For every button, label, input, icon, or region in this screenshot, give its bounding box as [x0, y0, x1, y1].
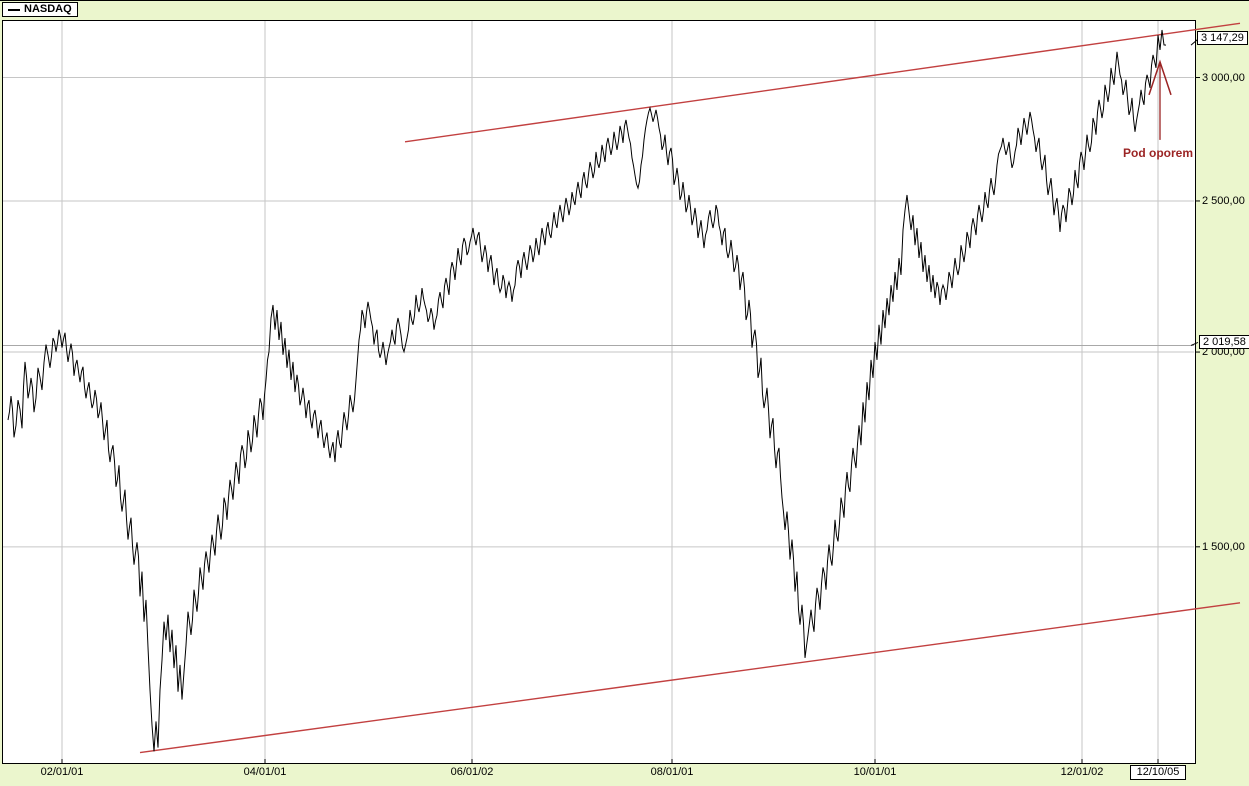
y-axis-tick-label: 3 000,00	[1202, 71, 1245, 84]
marked-level-box: 2 019,58	[1199, 335, 1249, 350]
line-sample-icon	[8, 8, 20, 11]
last-date-box: 12/10/05	[1130, 765, 1186, 780]
x-axis-tick-label: 08/01/01	[650, 766, 694, 778]
chart-plot-area[interactable]	[2, 20, 1196, 764]
y-axis-tick-label: 1 500,00	[1202, 540, 1245, 553]
window-top-border	[0, 0, 1249, 1]
annotation-pod-oporem[interactable]: Pod oporem	[1122, 146, 1193, 161]
x-axis-tick-label: 02/01/01	[40, 766, 84, 778]
x-axis-tick-label: 04/01/01	[243, 766, 287, 778]
legend-nasdaq[interactable]: NASDAQ	[2, 2, 78, 17]
x-axis-tick-label: 06/01/02	[450, 766, 494, 778]
y-axis-tick-label: 2 500,00	[1202, 194, 1245, 207]
x-axis-tick-label: 10/01/01	[853, 766, 897, 778]
x-axis-tick-label: 12/01/02	[1060, 766, 1104, 778]
last-price-box: 3 147,29	[1197, 31, 1248, 46]
legend-label: NASDAQ	[24, 3, 72, 15]
